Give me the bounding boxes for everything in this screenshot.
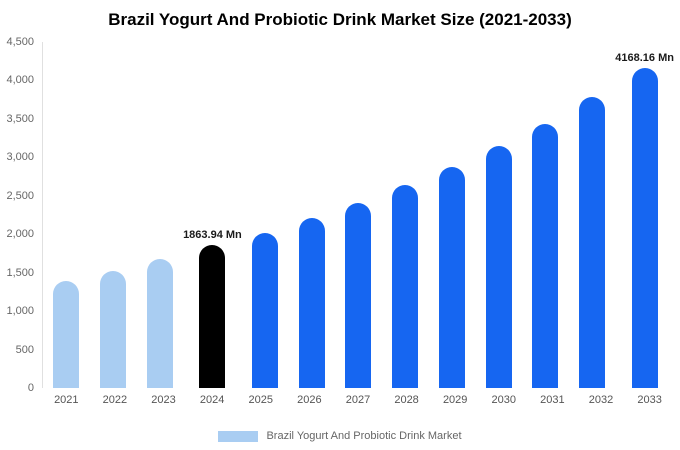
bar-value-label-2024: 1863.94 Mn [183, 228, 242, 241]
y-tick-label: 1,000 [6, 305, 34, 318]
bar-2026[interactable] [298, 218, 325, 388]
bar-column-2027 [335, 42, 382, 388]
chart-title: Brazil Yogurt And Probiotic Drink Market… [108, 10, 572, 29]
y-tick-label: 3,500 [6, 112, 34, 125]
bar-column-2024: 1863.94 Mn [183, 42, 242, 388]
x-tick-label-2029: 2029 [442, 394, 468, 406]
bar-column-2032 [569, 42, 616, 388]
bar-2025[interactable] [252, 233, 279, 388]
bar-2024[interactable] [199, 244, 226, 388]
bar-column-2030 [475, 42, 522, 388]
x-tick-label-2028: 2028 [394, 394, 419, 406]
bar-column-2025 [242, 42, 289, 388]
x-axis: 2021 2022 2023 2024 2025 2026 2027 2028 2029 2030… [42, 394, 674, 406]
bar-column-2021 [43, 42, 90, 388]
bar-2032[interactable] [578, 97, 605, 388]
bar-column-2031 [522, 42, 569, 388]
bar-2022[interactable] [100, 271, 127, 388]
y-tick-label: 1,500 [6, 266, 34, 279]
bar-2031[interactable] [532, 123, 559, 388]
x-tick-label-2025: 2025 [248, 394, 273, 406]
legend-label: Brazil Yogurt And Probiotic Drink Market [266, 430, 462, 442]
y-tick-label: 2,000 [6, 228, 34, 241]
bar-column-2033: 4168.16 Mn [615, 42, 674, 388]
y-tick-label: 3,000 [6, 151, 34, 164]
bars-row: 1863.94 Mn 4168.16 Mn [43, 42, 674, 388]
y-tick-label: 4,500 [6, 36, 34, 48]
y-tick-label: 2,500 [6, 189, 34, 202]
x-tick-label-2026: 2026 [297, 394, 322, 406]
bar-column-2022 [90, 42, 137, 388]
x-tick-label-2031: 2031 [540, 394, 565, 406]
bar-2021[interactable] [53, 281, 80, 388]
x-tick-label-2021: 2021 [54, 394, 79, 406]
bar-2028[interactable] [392, 185, 419, 388]
bar-column-2023 [136, 42, 183, 388]
x-tick-label-2032: 2032 [588, 394, 614, 406]
bar-column-2028 [382, 42, 429, 388]
x-tick-label-2023: 2023 [151, 394, 176, 406]
x-tick-label-2033: 2033 [637, 394, 662, 406]
bar-value-label-2033: 4168.16 Mn [615, 51, 674, 64]
bar-2027[interactable] [345, 203, 372, 388]
x-tick-label-2022: 2022 [102, 394, 128, 406]
x-tick-label-2030: 2030 [491, 394, 517, 406]
bar-2023[interactable] [146, 258, 173, 388]
legend-swatch-icon [218, 430, 259, 442]
x-tick-label-2027: 2027 [345, 394, 371, 406]
bar-column-2026 [288, 42, 335, 388]
plot-area: 1863.94 Mn 4168.16 Mn [42, 42, 674, 388]
bar-2033[interactable] [631, 67, 658, 388]
x-tick-label-2024: 2024 [199, 394, 225, 406]
bar-2029[interactable] [438, 167, 465, 388]
bar-column-2029 [429, 42, 476, 388]
legend[interactable]: Brazil Yogurt And Probiotic Drink Market [0, 430, 680, 442]
y-tick-label: 0 [27, 382, 34, 394]
bar-2030[interactable] [485, 145, 512, 388]
y-axis: 0 500 1,000 1,500 2,000 2,500 3,000 3,500 4,000 4… [0, 36, 38, 394]
y-tick-label: 4,000 [6, 74, 34, 87]
y-tick-label: 500 [15, 343, 34, 356]
